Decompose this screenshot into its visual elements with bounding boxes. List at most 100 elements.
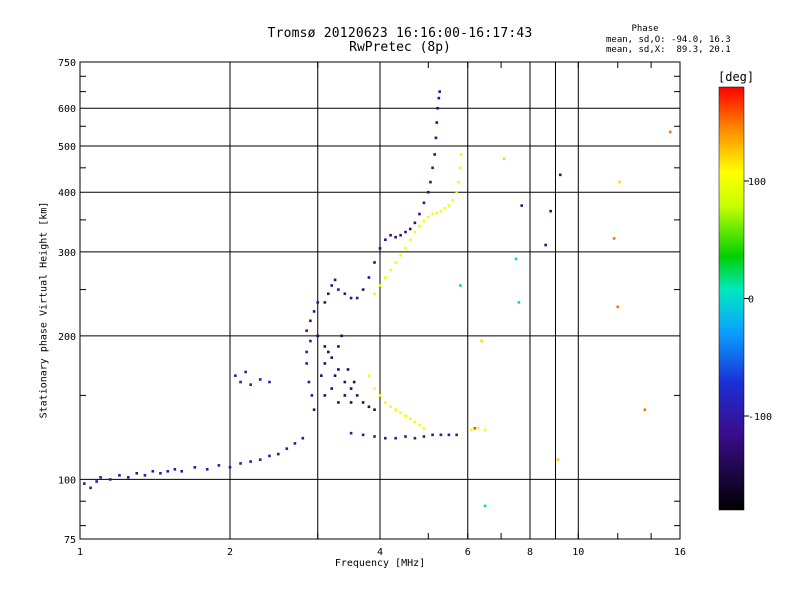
data-point bbox=[413, 221, 417, 225]
data-point bbox=[389, 405, 392, 409]
data-point bbox=[268, 380, 271, 384]
data-point bbox=[352, 380, 356, 384]
data-point bbox=[305, 329, 308, 332]
data-point bbox=[327, 292, 330, 296]
data-point bbox=[305, 362, 308, 365]
data-point bbox=[258, 458, 262, 461]
data-point bbox=[520, 204, 524, 207]
x-tick-label: 10 bbox=[572, 547, 584, 558]
data-point bbox=[159, 471, 162, 475]
data-point bbox=[459, 166, 462, 170]
data-point bbox=[126, 476, 130, 479]
data-point bbox=[514, 257, 518, 261]
data-point bbox=[455, 433, 458, 437]
data-point bbox=[618, 180, 621, 184]
colorbar bbox=[718, 86, 745, 511]
data-point bbox=[99, 476, 102, 479]
data-point bbox=[455, 190, 458, 194]
data-point bbox=[361, 288, 365, 291]
data-point bbox=[373, 408, 376, 412]
data-point bbox=[389, 268, 392, 272]
colorbar-gradient bbox=[718, 86, 745, 511]
data-point bbox=[193, 466, 197, 469]
data-point bbox=[394, 436, 397, 440]
data-point bbox=[316, 334, 320, 338]
data-point bbox=[404, 435, 407, 438]
data-point bbox=[217, 464, 221, 467]
data-point bbox=[404, 414, 407, 418]
data-point bbox=[234, 374, 237, 377]
data-point bbox=[477, 426, 480, 430]
data-point bbox=[205, 467, 209, 471]
y-tick-label: 300 bbox=[58, 248, 76, 259]
data-point bbox=[384, 276, 387, 279]
data-point bbox=[343, 380, 347, 384]
data-point bbox=[473, 426, 477, 430]
data-point bbox=[346, 368, 350, 371]
grid bbox=[80, 62, 680, 539]
data-point bbox=[361, 401, 365, 404]
data-point bbox=[249, 460, 252, 463]
data-point bbox=[418, 423, 421, 427]
data-point bbox=[373, 292, 376, 296]
data-point bbox=[408, 238, 412, 242]
data-point bbox=[437, 96, 441, 100]
colorbar-tick-label: -100 bbox=[748, 412, 772, 423]
data-point bbox=[404, 247, 407, 250]
data-point bbox=[451, 198, 455, 202]
chart-title: Tromsø 20120623 16:16:00-16:17:43 bbox=[267, 26, 533, 41]
axis-ticks bbox=[79, 62, 681, 539]
data-point bbox=[361, 433, 365, 437]
data-point bbox=[323, 362, 327, 365]
data-point bbox=[418, 224, 421, 228]
data-point bbox=[323, 345, 327, 348]
data-point bbox=[517, 301, 521, 304]
data-point bbox=[502, 157, 506, 161]
x-tick-label: 2 bbox=[227, 547, 233, 558]
data-point bbox=[470, 428, 473, 432]
data-point bbox=[309, 319, 312, 323]
data-point bbox=[413, 230, 417, 234]
data-point bbox=[82, 482, 86, 485]
y-tick-label: 500 bbox=[58, 142, 76, 153]
data-point bbox=[436, 106, 439, 110]
data-point bbox=[305, 350, 308, 354]
data-point bbox=[426, 190, 430, 194]
data-point bbox=[268, 454, 271, 458]
data-point bbox=[330, 387, 334, 390]
data-point bbox=[239, 462, 242, 465]
data-point bbox=[434, 136, 438, 140]
data-point bbox=[404, 230, 407, 234]
data-point bbox=[349, 387, 353, 390]
data-point bbox=[310, 394, 314, 397]
data-point bbox=[643, 408, 647, 412]
data-point bbox=[118, 474, 121, 477]
data-point bbox=[384, 401, 387, 404]
data-point bbox=[239, 380, 242, 384]
x-tick-label: 8 bbox=[527, 547, 533, 558]
data-point bbox=[228, 466, 232, 469]
x-tick-label: 16 bbox=[674, 547, 686, 558]
data-point bbox=[378, 247, 382, 250]
y-tick-label: 600 bbox=[58, 104, 76, 115]
data-point bbox=[389, 233, 392, 237]
data-point bbox=[349, 401, 353, 404]
data-point bbox=[399, 233, 402, 237]
data-point bbox=[413, 420, 417, 424]
data-point bbox=[258, 378, 262, 381]
chart-subtitle: RwPretec (8p) bbox=[349, 40, 451, 55]
data-point bbox=[309, 339, 312, 343]
data-point bbox=[418, 212, 421, 216]
data-point bbox=[399, 253, 402, 257]
data-point bbox=[422, 435, 426, 438]
data-point bbox=[340, 334, 343, 338]
data-point bbox=[333, 278, 337, 282]
data-point bbox=[394, 235, 397, 239]
data-point bbox=[399, 411, 402, 414]
data-point bbox=[439, 209, 443, 213]
data-point bbox=[316, 301, 320, 304]
y-tick-label: 100 bbox=[58, 475, 76, 486]
phase-stats-o: mean, sd,O: -94.0, 16.3 bbox=[606, 35, 731, 45]
data-point bbox=[349, 431, 353, 435]
data-point bbox=[367, 405, 371, 409]
